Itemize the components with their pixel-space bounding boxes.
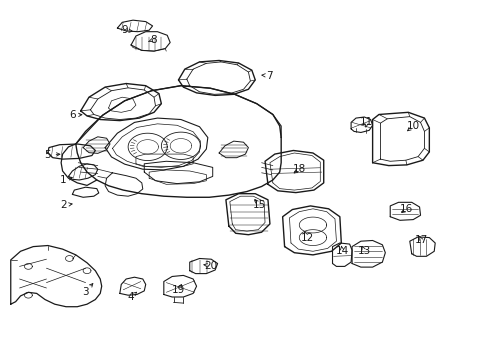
Text: 20: 20 xyxy=(204,261,217,271)
Text: 7: 7 xyxy=(265,71,272,81)
Text: 11: 11 xyxy=(359,117,373,127)
Text: 14: 14 xyxy=(335,246,348,256)
Text: 2: 2 xyxy=(60,200,67,210)
Text: 13: 13 xyxy=(357,246,370,256)
Text: 15: 15 xyxy=(252,200,265,210)
Text: 5: 5 xyxy=(44,150,51,160)
Text: 9: 9 xyxy=(121,25,128,35)
Text: 16: 16 xyxy=(399,204,413,214)
Text: 3: 3 xyxy=(82,287,89,297)
Text: 8: 8 xyxy=(150,35,157,45)
Text: 19: 19 xyxy=(171,285,185,295)
Text: 1: 1 xyxy=(60,175,67,185)
Text: 17: 17 xyxy=(414,235,427,246)
Text: 12: 12 xyxy=(300,233,313,243)
Text: 6: 6 xyxy=(69,110,76,120)
Text: 10: 10 xyxy=(406,121,419,131)
Text: 4: 4 xyxy=(127,292,134,302)
Text: 18: 18 xyxy=(292,164,305,174)
